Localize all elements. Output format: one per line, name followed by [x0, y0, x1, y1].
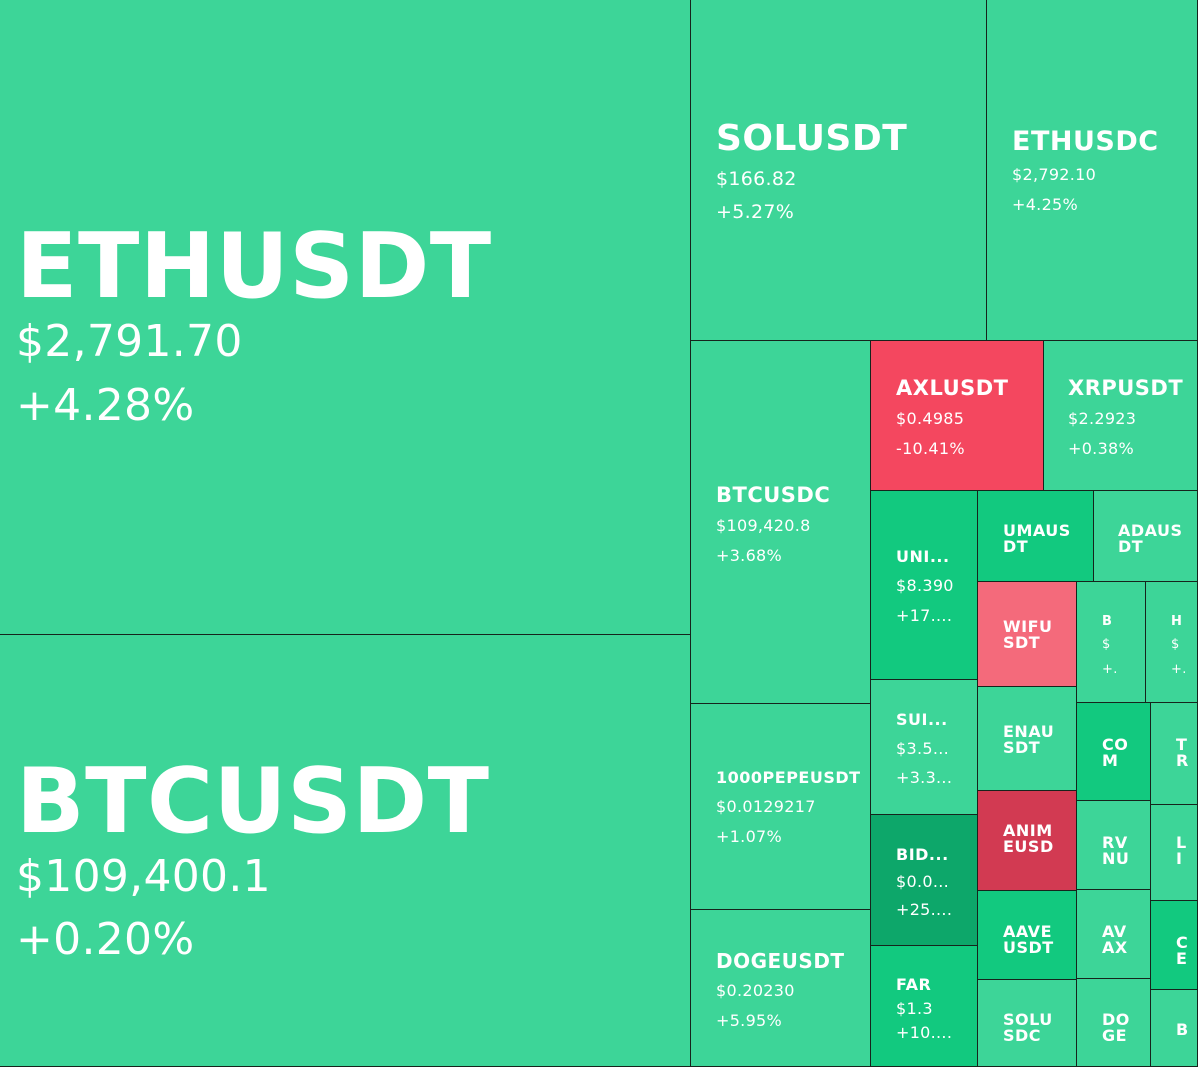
treemap-tile[interactable]: RV NU	[1077, 801, 1151, 890]
tile-price: $3.5...	[896, 739, 949, 758]
treemap-tile[interactable]: AXLUSDT $0.4985 -10.41%	[871, 341, 1044, 491]
tile-symbol: ETHUSDT	[16, 214, 492, 319]
tile-symbol: AAVE USDT	[1003, 922, 1054, 957]
treemap-tile[interactable]: T R	[1151, 703, 1198, 805]
tile-symbol: T R	[1176, 735, 1189, 770]
treemap-tile[interactable]: B $ +.	[1077, 582, 1146, 703]
tile-change: +4.28%	[16, 380, 195, 431]
tile-symbol: WIFU SDT	[1003, 617, 1053, 652]
treemap-tile[interactable]: SOLUSDT $166.82 +5.27%	[691, 0, 987, 341]
treemap-tile[interactable]: FAR $1.3 +10....	[871, 946, 978, 1067]
treemap-tile[interactable]: SUI... $3.5... +3.3...	[871, 680, 978, 815]
treemap-tile[interactable]: BTCUSDC $109,420.8 +3.68%	[691, 341, 871, 704]
treemap-tile[interactable]: B	[1151, 990, 1198, 1067]
tile-symbol: SOLUSDT	[716, 118, 908, 159]
treemap-tile[interactable]: AAVE USDT	[978, 891, 1077, 980]
tile-symbol: 1000PEPEUSDT	[716, 768, 861, 787]
treemap-tile[interactable]: ADAUS DT	[1094, 491, 1198, 582]
tile-change: +5.27%	[716, 201, 795, 223]
tile-price: $0.4985	[896, 409, 965, 428]
tile-price: $0.0129217	[716, 797, 816, 816]
treemap-tile[interactable]: UMAUS DT	[978, 491, 1094, 582]
tile-symbol: AXLUSDT	[896, 376, 1009, 400]
tile-symbol: BID...	[896, 845, 949, 864]
tile-symbol: FAR	[896, 975, 932, 994]
tile-price: $1.3	[896, 999, 933, 1018]
tile-symbol: BTCUSDT	[16, 749, 490, 854]
treemap-tile[interactable]: ETHUSDT $2,791.70 +4.28%	[0, 0, 691, 635]
tile-symbol: H	[1171, 614, 1183, 629]
tile-symbol: UMAUS DT	[1003, 521, 1071, 556]
treemap-tile[interactable]: BID... $0.0... +25....	[871, 815, 978, 946]
treemap-tile[interactable]: SOLU SDC	[978, 980, 1077, 1067]
tile-price: $0.20230	[716, 981, 795, 1000]
tile-symbol: AV AX	[1102, 922, 1128, 957]
tile-change: -10.41%	[896, 439, 965, 458]
tile-change: +25....	[896, 900, 953, 919]
tile-change: +5.95%	[716, 1011, 783, 1030]
tile-symbol: B	[1102, 614, 1113, 629]
tile-symbol: L I	[1176, 833, 1187, 868]
tile-price: $166.82	[716, 168, 797, 190]
tile-symbol: SOLU SDC	[1003, 1010, 1053, 1045]
treemap-tile[interactable]: ENAU SDT	[978, 687, 1077, 791]
tile-symbol: B	[1176, 1020, 1189, 1039]
treemap-tile[interactable]: XRPUSDT $2.2923 +0.38%	[1044, 341, 1198, 491]
tile-symbol: DOGEUSDT	[716, 949, 845, 973]
tile-symbol: SUI...	[896, 710, 948, 729]
tile-price: $109,420.8	[716, 516, 811, 535]
tile-price: $0.0...	[896, 872, 949, 891]
tile-change: +3.68%	[716, 546, 783, 565]
treemap-tile[interactable]: H $ +.	[1146, 582, 1198, 703]
treemap-tile[interactable]: WIFU SDT	[978, 582, 1077, 687]
tile-symbol: UNI...	[896, 547, 950, 566]
tile-price: $8.390	[896, 576, 954, 595]
tile-price: $2,791.70	[16, 316, 243, 367]
tile-symbol: RV NU	[1102, 833, 1130, 868]
tile-change: +10....	[896, 1023, 953, 1042]
tile-change: +.	[1171, 662, 1187, 677]
tile-change: +1.07%	[716, 827, 783, 846]
tile-symbol: C E	[1176, 933, 1189, 968]
tile-symbol: ETHUSDC	[1012, 126, 1159, 157]
tile-symbol: DO GE	[1102, 1010, 1130, 1045]
treemap-tile[interactable]: ANIM EUSD	[978, 791, 1077, 891]
treemap-tile[interactable]: CO M	[1077, 703, 1151, 801]
tile-change: +17....	[896, 606, 953, 625]
treemap-tile[interactable]: DO GE	[1077, 979, 1151, 1067]
treemap-tile[interactable]: L I	[1151, 805, 1198, 901]
tile-change: +.	[1102, 662, 1118, 677]
treemap-tile[interactable]: BTCUSDT $109,400.1 +0.20%	[0, 635, 691, 1067]
treemap-tile[interactable]: C E	[1151, 901, 1198, 990]
tile-symbol: BTCUSDC	[716, 483, 831, 507]
treemap-tile[interactable]: AV AX	[1077, 890, 1151, 979]
treemap-tile[interactable]: UNI... $8.390 +17....	[871, 491, 978, 680]
tile-symbol: ANIM EUSD	[1003, 821, 1054, 856]
tile-change: +0.20%	[16, 914, 195, 965]
tile-price: $109,400.1	[16, 851, 271, 902]
treemap-tile[interactable]: 1000PEPEUSDT $0.0129217 +1.07%	[691, 704, 871, 910]
tile-change: +0.38%	[1068, 439, 1135, 458]
tile-symbol: ADAUS DT	[1118, 521, 1183, 556]
treemap-tile[interactable]: ETHUSDC $2,792.10 +4.25%	[987, 0, 1198, 341]
treemap-tile[interactable]: DOGEUSDT $0.20230 +5.95%	[691, 910, 871, 1067]
tile-price: $2.2923	[1068, 409, 1137, 428]
tile-change: +4.25%	[1012, 195, 1079, 214]
tile-symbol: XRPUSDT	[1068, 376, 1184, 400]
tile-symbol: CO M	[1102, 735, 1129, 770]
tile-price: $2,792.10	[1012, 165, 1097, 184]
tile-price: $	[1171, 637, 1180, 652]
tile-change: +3.3...	[896, 768, 953, 787]
tile-symbol: ENAU SDT	[1003, 722, 1055, 757]
tile-price: $	[1102, 637, 1111, 652]
